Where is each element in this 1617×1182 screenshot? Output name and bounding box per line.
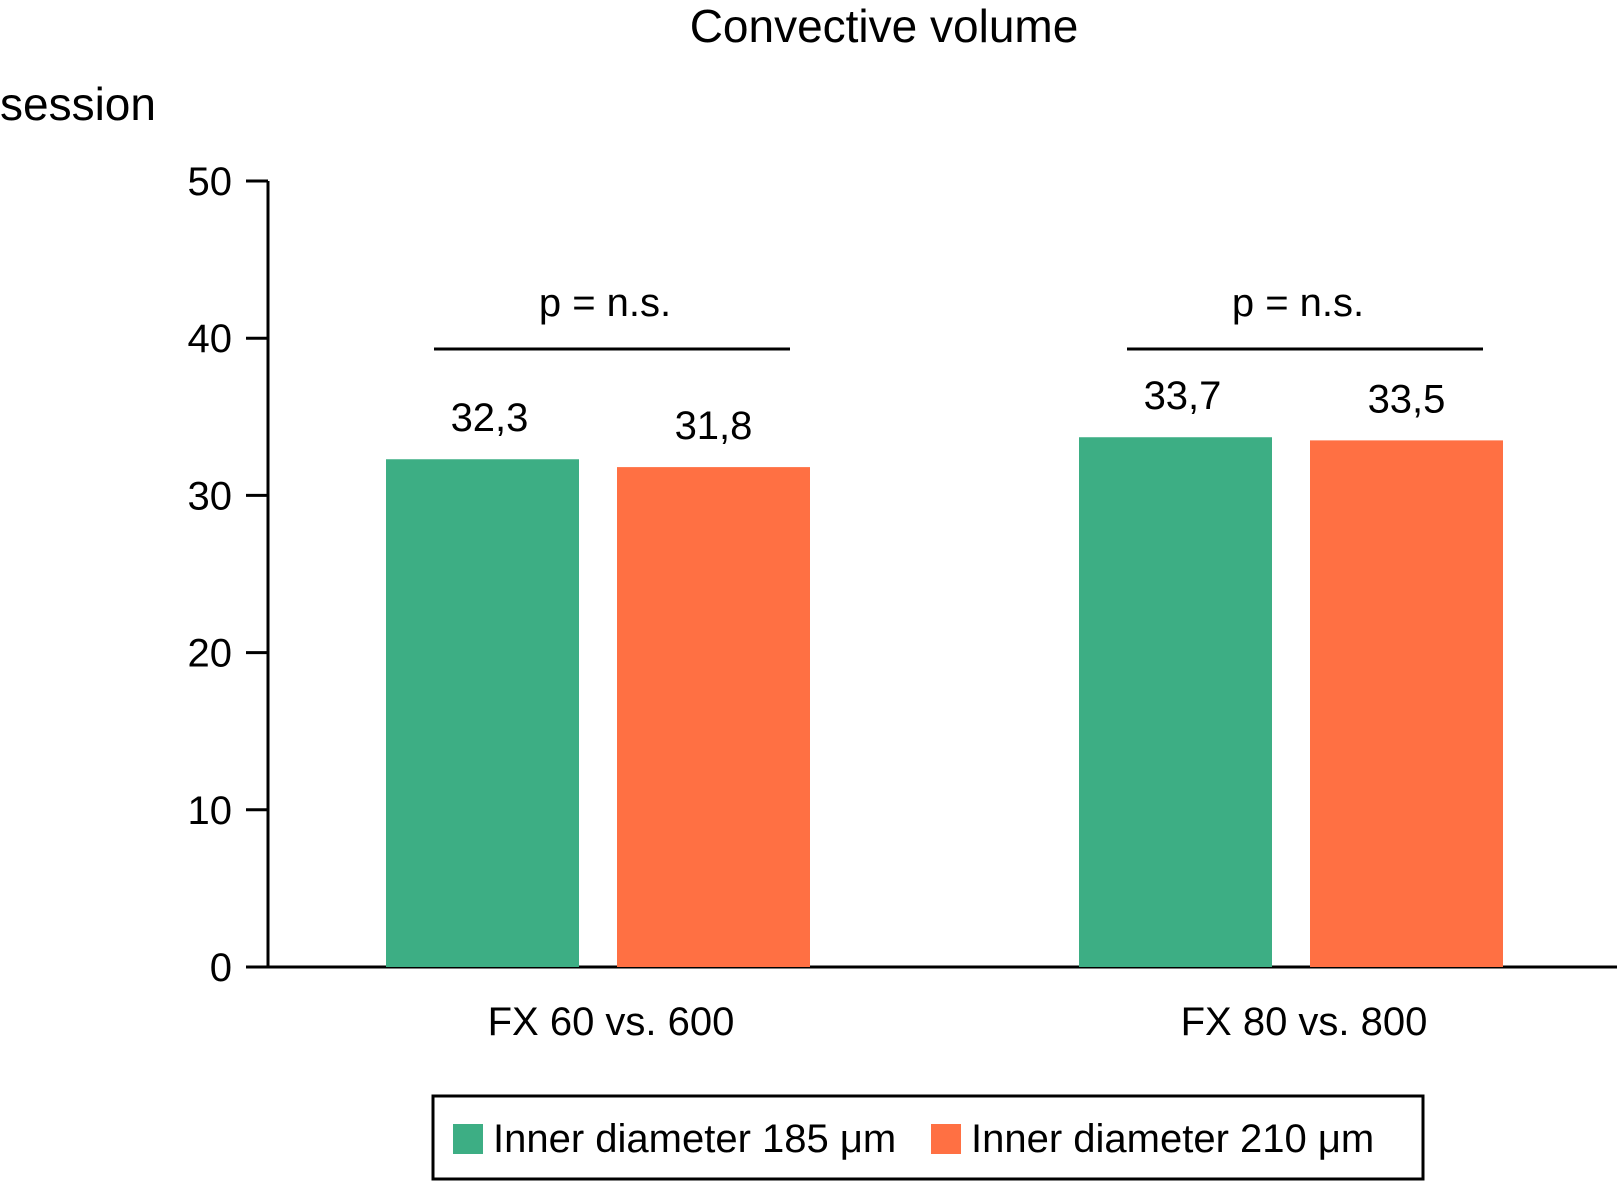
data-label: 33,5 [1368,377,1446,421]
y-tick-label: 10 [188,789,233,833]
bar-series-1-cat-1 [386,459,579,967]
bar-series-1-cat-2 [1079,437,1272,968]
legend: Inner diameter 185 μm Inner diameter 210 … [431,1094,1425,1181]
legend-label: Inner diameter 185 μm [493,1117,896,1161]
significance-label: p = n.s. [539,281,671,325]
bar-series-2-cat-2 [1310,440,1503,967]
y-tick-label: 50 [188,160,233,204]
data-label: 32,3 [451,396,529,440]
y-tick-label: 0 [210,946,232,990]
y-axis-label: session [0,78,156,130]
y-tick-label: 20 [188,632,233,676]
data-label: 31,8 [675,404,753,448]
x-tick-label: FX 80 vs. 800 [1181,1000,1428,1044]
y-tick-label: 40 [188,317,233,361]
bar-series-2-cat-1 [617,467,810,967]
y-tick-label: 30 [188,474,233,518]
data-label: 33,7 [1144,374,1222,418]
legend-swatch [931,1124,961,1154]
legend-box [431,1094,1425,1181]
legend-swatch [453,1124,483,1154]
x-tick-label: FX 60 vs. 600 [488,1000,735,1044]
chart-title: Convective volume [690,0,1079,52]
significance-label: p = n.s. [1232,281,1364,325]
legend-label: Inner diameter 210 μm [971,1117,1374,1161]
plot-area: 0 10 20 30 40 50 32,3 31,8 p = n.s. FX 60 vs. 600… [188,160,1617,1044]
